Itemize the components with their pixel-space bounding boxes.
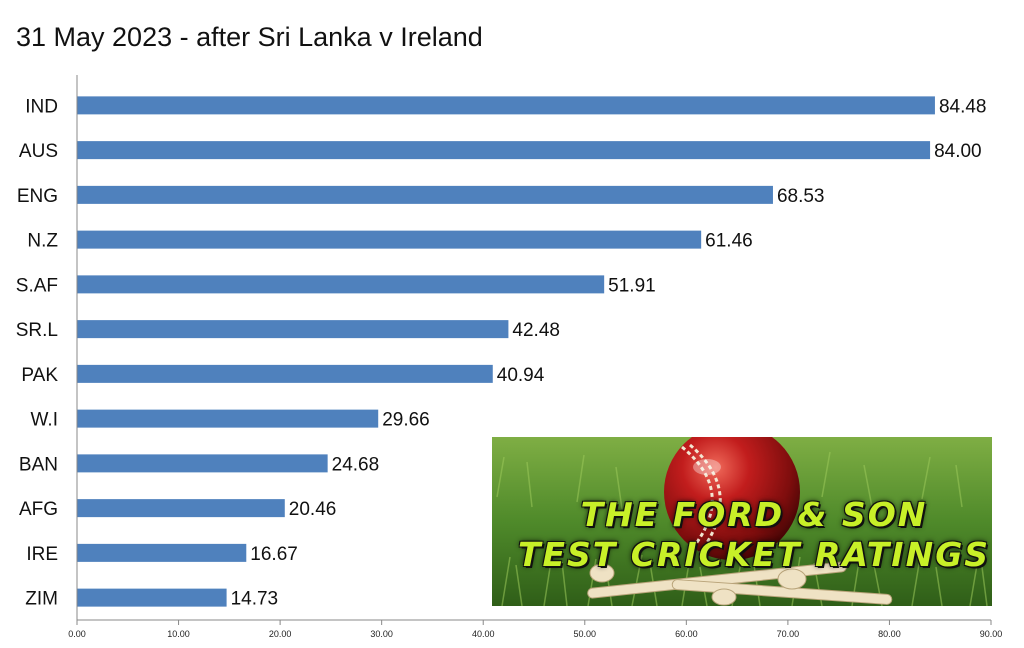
category-label: ENG <box>17 186 58 207</box>
bar-srl <box>77 320 509 339</box>
bar-wi <box>77 409 379 428</box>
category-label: ZIM <box>25 589 58 610</box>
bar-ind <box>77 96 935 115</box>
data-label: 24.68 <box>332 454 380 475</box>
data-label: 40.94 <box>497 365 545 386</box>
data-label: 84.48 <box>939 96 987 117</box>
x-tick-label: 60.00 <box>675 629 698 639</box>
x-tick-label: 40.00 <box>472 629 495 639</box>
bars-group: IND 84.48 AUS 84.00 ENG 68.53 N.Z 61.46 S.AF 51.9… <box>16 96 987 610</box>
data-label: 14.73 <box>231 589 279 610</box>
data-label: 16.67 <box>250 544 298 565</box>
x-tick-label: 0.00 <box>68 629 86 639</box>
category-label: N.Z <box>27 231 58 252</box>
x-tick-label: 80.00 <box>878 629 901 639</box>
x-tick-label: 90.00 <box>980 629 1003 639</box>
x-tick-label: 10.00 <box>167 629 190 639</box>
data-label: 84.00 <box>934 141 982 162</box>
bar-eng <box>77 185 773 204</box>
category-label: PAK <box>21 365 58 386</box>
data-label: 42.48 <box>512 320 560 341</box>
bar-ban <box>77 454 328 473</box>
x-tick-label: 50.00 <box>574 629 597 639</box>
data-label: 20.46 <box>289 499 337 520</box>
x-tick-label: 70.00 <box>777 629 800 639</box>
bar-zim <box>77 588 227 607</box>
category-label: W.I <box>31 410 58 431</box>
x-tick-label: 30.00 <box>370 629 393 639</box>
bar-saf <box>77 275 605 294</box>
bar-pak <box>77 364 493 383</box>
cricket-ball-grass-icon <box>492 437 992 606</box>
bar-ire <box>77 543 247 562</box>
data-label: 68.53 <box>777 186 825 207</box>
logo-title-line-1: THE FORD & SON <box>580 495 928 534</box>
category-label: AUS <box>19 141 58 162</box>
bar-aus <box>77 141 931 160</box>
cricket-ratings-logo: THE FORD & SON TEST CRICKET RATINGS <box>492 437 992 606</box>
x-tick-label: 20.00 <box>269 629 292 639</box>
category-label: BAN <box>19 454 58 475</box>
logo-title-line-2: TEST CRICKET RATINGS <box>517 535 991 574</box>
bar-afg <box>77 499 285 518</box>
category-label: IND <box>25 96 58 117</box>
data-label: 29.66 <box>382 410 430 431</box>
data-label: 61.46 <box>705 231 753 252</box>
category-label: SR.L <box>16 320 58 341</box>
bar-nz <box>77 230 702 249</box>
category-label: AFG <box>19 499 58 520</box>
x-axis: 0.00 10.00 20.00 30.00 40.00 50.00 60.00 70.00 8… <box>68 75 1002 639</box>
category-label: S.AF <box>16 275 58 296</box>
category-label: IRE <box>26 544 58 565</box>
data-label: 51.91 <box>608 275 656 296</box>
chart-title: 31 May 2023 - after Sri Lanka v Ireland <box>16 22 483 52</box>
